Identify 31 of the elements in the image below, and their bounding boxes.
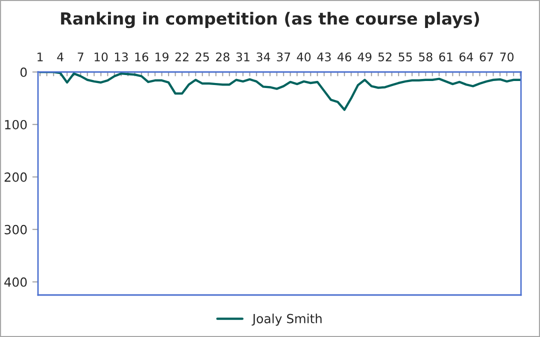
x-tick-label: 49 xyxy=(358,52,372,62)
x-tick-label: 34 xyxy=(256,52,270,62)
x-tick-label: 64 xyxy=(460,52,474,62)
x-tick-label: 46 xyxy=(338,52,352,62)
x-tick-label: 10 xyxy=(94,52,108,62)
x-tick-label: 40 xyxy=(296,52,311,62)
x-tick-label: 55 xyxy=(398,52,412,62)
y-tick-label: 0 xyxy=(20,67,27,77)
legend-label: Joaly Smith xyxy=(252,314,322,326)
x-tick-label: 61 xyxy=(439,52,452,62)
x-tick-label: 19 xyxy=(156,52,168,62)
x-tick-label: 52 xyxy=(378,52,392,62)
x-tick-label: 67 xyxy=(480,52,493,62)
y-tick-label: 400 xyxy=(4,277,27,287)
x-tick-label: 28 xyxy=(216,52,230,62)
x-tick-label: 1 xyxy=(38,52,43,62)
x-tick-label: 58 xyxy=(419,52,432,62)
x-tick-label: 37 xyxy=(276,52,290,62)
y-tick-label: 100 xyxy=(5,120,27,130)
y-tick-label: 200 xyxy=(4,172,27,182)
x-tick-label: 7 xyxy=(78,52,84,62)
x-tick-label: 25 xyxy=(196,52,209,62)
x-tick-label: 22 xyxy=(175,52,188,62)
chart-title: Ranking in competition (as the course plays) xyxy=(61,12,480,28)
x-tick-label: 16 xyxy=(135,52,148,62)
x-tick-label: 70 xyxy=(500,52,514,62)
x-tick-label: 4 xyxy=(57,52,64,62)
y-tick-label: 300 xyxy=(4,224,27,234)
x-tick-label: 43 xyxy=(317,52,331,62)
x-tick-label: 13 xyxy=(114,52,128,62)
x-tick-label: 31 xyxy=(236,52,250,62)
